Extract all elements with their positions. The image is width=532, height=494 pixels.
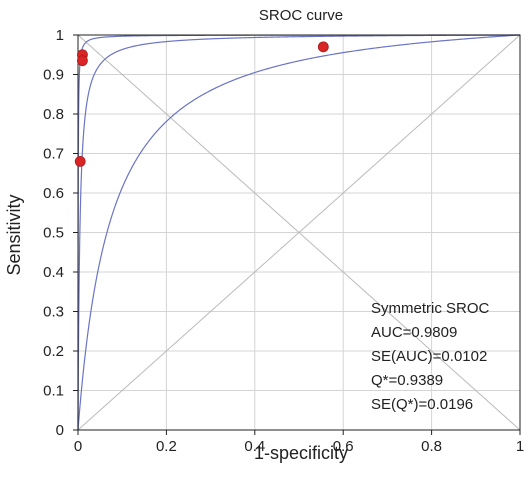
x-tick-label: 1 [516, 438, 524, 455]
y-tick-label: 0.4 [43, 264, 64, 281]
data-point [77, 55, 88, 67]
y-tick-label: 0.7 [43, 146, 64, 163]
y-tick-label: 1 [56, 27, 64, 44]
reference-lines [77, 34, 521, 431]
y-tick-label: 0 [56, 422, 64, 439]
y-tick-label: 0.2 [43, 343, 64, 360]
y-tick-label: 0.6 [43, 185, 64, 202]
y-tick-label: 0.3 [43, 304, 64, 321]
y-tick-label: 0.1 [43, 383, 64, 400]
reference-anti-diagonal [77, 34, 521, 431]
y-tick-label: 0.9 [43, 67, 64, 84]
data-point [74, 155, 86, 167]
data-point [317, 41, 329, 53]
x-tick-label: 0 [74, 438, 82, 455]
annotation-auc: AUC=0.9809 [371, 324, 457, 341]
annotation-q-star: Q*=0.9389 [371, 372, 443, 389]
sroc-lower-bound-curve [77, 34, 521, 431]
axis-ticks: 0 0.2 0.4 0.6 0.8 1 0 0.1 0.2 0.3 0.4 0.5 0.6 0.7 0.8 0… [43, 27, 524, 455]
x-tick-label: 0.2 [156, 438, 177, 455]
x-tick-label: 0.6 [333, 438, 354, 455]
x-tick-label: 0.4 [244, 438, 265, 455]
sroc-curve [77, 34, 521, 430]
annotation-method: Symmetric SROC [371, 300, 490, 317]
annotation-se-q-star: SE(Q*)=0.0196 [371, 396, 473, 413]
annotation-box: Symmetric SROC AUC=0.9809 SE(AUC)=0.0102… [371, 300, 490, 413]
data-points [74, 41, 329, 167]
y-tick-label: 0.5 [43, 225, 64, 242]
y-axis-title: Sensitivity [4, 194, 24, 275]
chart-title: SROC curve [259, 7, 343, 24]
y-tick-label: 0.8 [43, 106, 64, 123]
x-tick-label: 0.8 [421, 438, 442, 455]
x-axis-title: 1-specificity [254, 443, 348, 463]
annotation-se-auc: SE(AUC)=0.0102 [371, 348, 487, 365]
